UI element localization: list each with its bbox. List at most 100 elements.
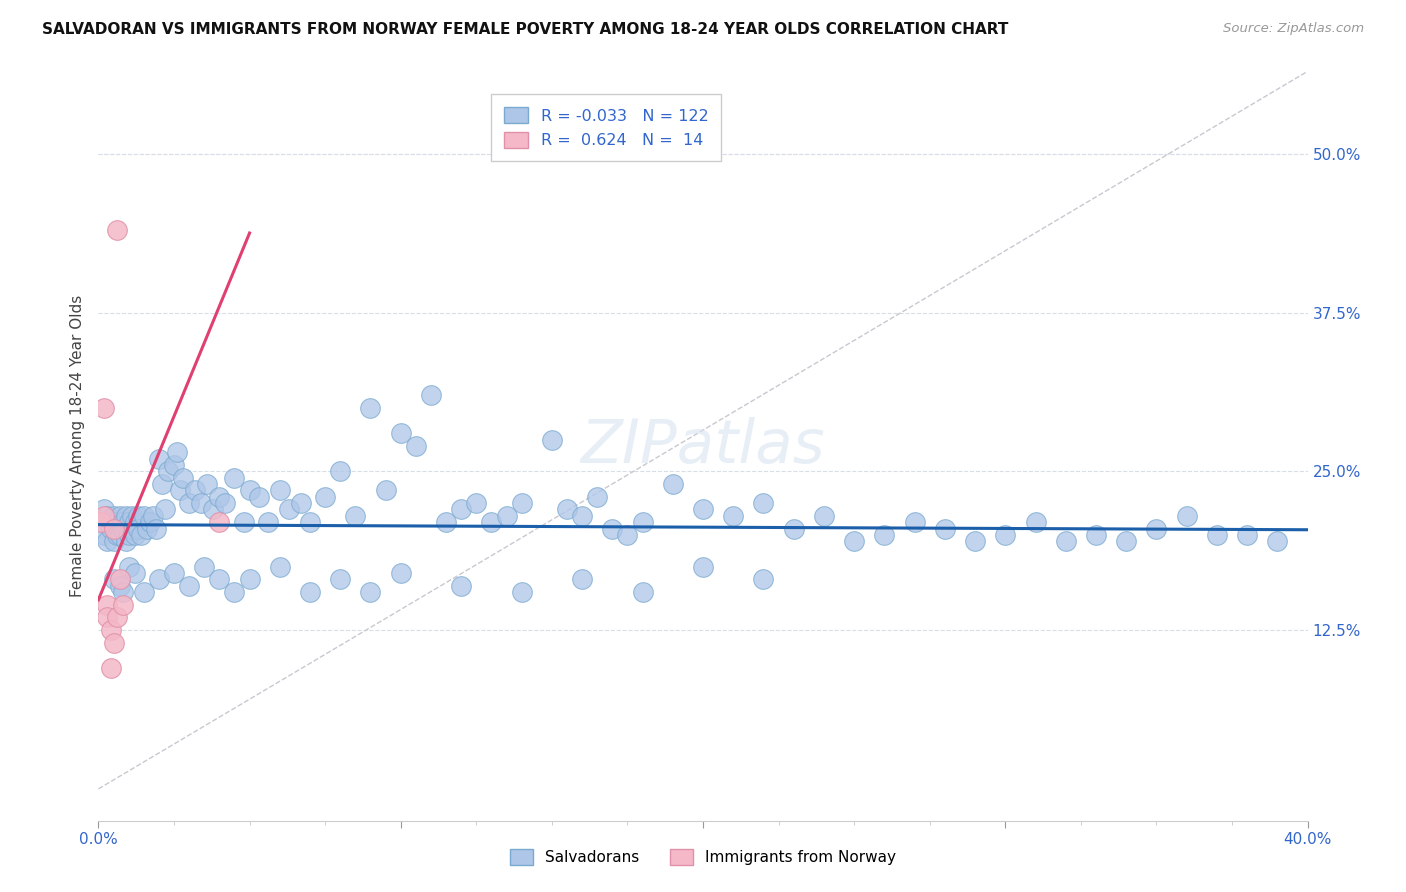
Point <box>783 522 806 536</box>
Point <box>172 471 194 485</box>
Point <box>135 522 157 536</box>
Point <box>195 477 218 491</box>
Point <box>208 490 231 504</box>
Point <box>1236 528 1258 542</box>
Point <box>360 585 382 599</box>
Point <box>108 579 131 593</box>
Point <box>93 528 115 542</box>
Point <box>103 572 125 586</box>
Point <box>314 490 336 504</box>
Point <box>139 515 162 529</box>
Point <box>813 508 835 523</box>
Point <box>93 502 115 516</box>
Point <box>202 502 225 516</box>
Point <box>163 458 186 472</box>
Point <box>96 534 118 549</box>
Point <box>148 572 170 586</box>
Point <box>616 528 638 542</box>
Point <box>752 572 775 586</box>
Point <box>290 496 312 510</box>
Point <box>111 522 134 536</box>
Point <box>90 515 112 529</box>
Point <box>1175 508 1198 523</box>
Point <box>105 223 128 237</box>
Point <box>299 585 322 599</box>
Point <box>994 528 1017 542</box>
Point <box>103 522 125 536</box>
Point <box>118 559 141 574</box>
Point <box>571 508 593 523</box>
Point <box>450 579 472 593</box>
Point <box>132 585 155 599</box>
Point <box>723 508 745 523</box>
Point <box>405 439 427 453</box>
Point <box>389 566 412 580</box>
Point <box>208 515 231 529</box>
Legend: R = -0.033   N = 122, R =  0.624   N =  14: R = -0.033 N = 122, R = 0.624 N = 14 <box>491 95 721 161</box>
Point <box>121 522 143 536</box>
Point <box>150 477 173 491</box>
Point <box>934 522 956 536</box>
Point <box>153 502 176 516</box>
Point <box>224 585 246 599</box>
Point <box>510 585 533 599</box>
Point <box>93 508 115 523</box>
Point <box>169 483 191 498</box>
Point <box>193 559 215 574</box>
Point <box>844 534 866 549</box>
Point <box>114 508 136 523</box>
Point <box>1054 534 1077 549</box>
Point <box>1267 534 1289 549</box>
Point <box>105 528 128 542</box>
Point <box>103 508 125 523</box>
Point <box>465 496 488 510</box>
Point <box>540 433 562 447</box>
Point <box>247 490 270 504</box>
Point <box>145 522 167 536</box>
Point <box>105 610 128 624</box>
Point <box>965 534 987 549</box>
Point <box>1085 528 1108 542</box>
Point <box>156 464 179 478</box>
Point <box>256 515 278 529</box>
Point <box>239 572 262 586</box>
Point <box>148 451 170 466</box>
Point <box>124 528 146 542</box>
Point <box>752 496 775 510</box>
Point <box>111 598 134 612</box>
Point <box>631 515 654 529</box>
Text: ZIPatlas: ZIPatlas <box>581 417 825 475</box>
Point <box>96 508 118 523</box>
Point <box>111 515 134 529</box>
Point <box>510 496 533 510</box>
Point <box>108 508 131 523</box>
Point <box>118 528 141 542</box>
Point <box>214 496 236 510</box>
Point <box>114 534 136 549</box>
Point <box>904 515 927 529</box>
Point <box>631 585 654 599</box>
Point <box>586 490 609 504</box>
Point <box>692 559 714 574</box>
Point <box>224 471 246 485</box>
Point <box>129 528 152 542</box>
Point <box>127 522 149 536</box>
Point <box>571 572 593 586</box>
Point <box>111 585 134 599</box>
Point <box>93 401 115 415</box>
Point <box>124 515 146 529</box>
Point <box>269 483 291 498</box>
Point <box>232 515 254 529</box>
Point <box>100 522 122 536</box>
Point <box>420 388 443 402</box>
Y-axis label: Female Poverty Among 18-24 Year Olds: Female Poverty Among 18-24 Year Olds <box>70 295 86 597</box>
Point <box>450 502 472 516</box>
Point <box>132 508 155 523</box>
Text: Source: ZipAtlas.com: Source: ZipAtlas.com <box>1223 22 1364 36</box>
Point <box>1115 534 1137 549</box>
Point <box>184 483 207 498</box>
Point <box>190 496 212 510</box>
Point <box>118 515 141 529</box>
Point <box>269 559 291 574</box>
Point <box>103 636 125 650</box>
